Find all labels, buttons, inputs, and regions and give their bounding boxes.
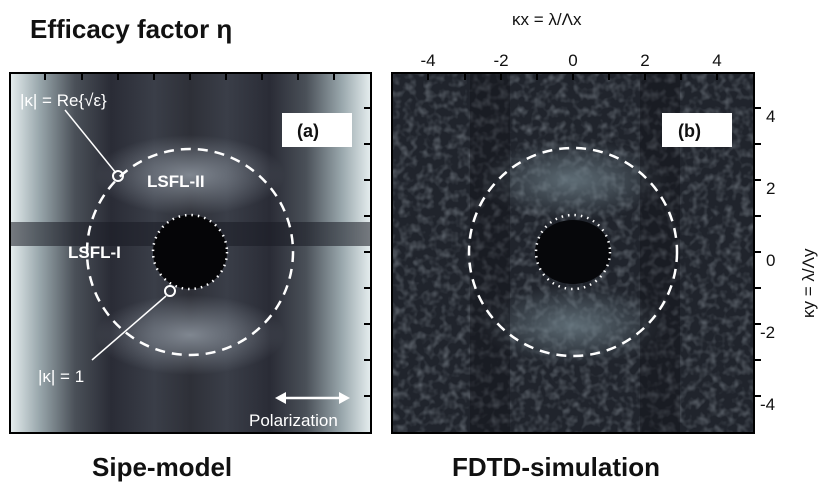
- top-axis-label: κx = λ/Λx: [512, 10, 582, 29]
- right-axis-label: κy = λ/Λy: [799, 248, 818, 318]
- panel-a-annotation-inner: |κ| = 1: [38, 367, 84, 386]
- x-tick-label: 0: [568, 51, 577, 70]
- panel-a-caption: Sipe-model: [92, 452, 232, 482]
- y-tick-label: -4: [760, 395, 775, 414]
- x-tick-label: 4: [712, 51, 721, 70]
- panel-a-leader-outer: [64, 109, 117, 174]
- panel-b-dark-core: [535, 220, 611, 284]
- y-tick-label: 4: [766, 107, 775, 126]
- y-tick-label: -2: [760, 323, 775, 342]
- panel-a-annotation-outer: |κ| = Re{√ε}: [20, 91, 107, 110]
- panel-a-polarization-label: Polarization: [249, 411, 338, 430]
- panel-a-tag-box: [282, 113, 352, 147]
- panel-b-outer-circle: [467, 146, 679, 358]
- panel-b-caption: FDTD-simulation: [452, 452, 660, 482]
- panel-a-title: Efficacy factor η: [30, 14, 232, 44]
- panel-a-outer-circle: [85, 147, 295, 357]
- panel-a-top-ticks: [44, 73, 371, 397]
- panel-a-region-inner: LSFL-I: [68, 243, 121, 262]
- x-tick-label: -4: [420, 51, 435, 70]
- panel-a-marker-outer: [112, 170, 124, 182]
- panel-a-tag: (a): [297, 121, 319, 141]
- y-tick-label: 0: [766, 251, 775, 270]
- panel-b-tag: (b): [678, 121, 701, 141]
- x-tick-label: 2: [640, 51, 649, 70]
- panel-a-leader-inner: [91, 295, 167, 361]
- x-tick-label: -2: [493, 51, 508, 70]
- y-tick-label: 2: [766, 179, 775, 198]
- panel-b-inner-circle: [534, 213, 612, 291]
- panel-a-dark-core: [153, 215, 227, 289]
- panel-a-region-outer: LSFL-II: [147, 172, 205, 191]
- panel-a-marker-inner: [164, 285, 176, 297]
- polarization-arrow: [275, 392, 350, 404]
- panel-a-inner-circle: [151, 213, 229, 291]
- panel-b-tag-box: [662, 113, 732, 147]
- panel-b-ticks: [427, 73, 761, 397]
